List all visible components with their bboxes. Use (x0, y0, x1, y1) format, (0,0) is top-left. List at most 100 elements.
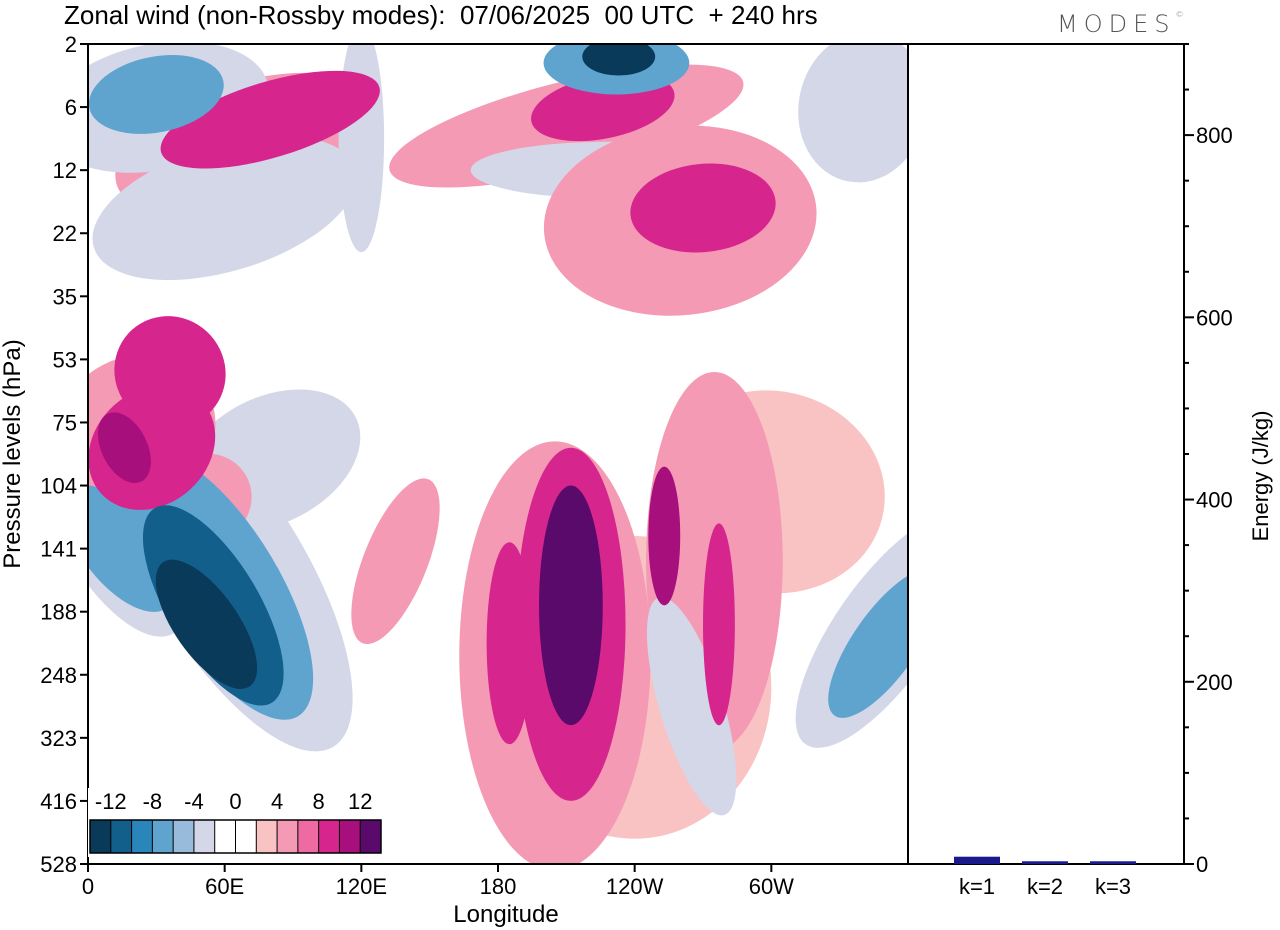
colorbar-swatch (277, 820, 299, 853)
heatmap-cell (88, 55, 224, 134)
colorbar: -12 -8 -4 0 4 8 12 (88, 788, 383, 857)
heatmap-cell (543, 44, 690, 95)
colorbar-swatch (214, 820, 236, 853)
heatmap-cell (88, 485, 176, 612)
energy-category-label: k=3 (1095, 874, 1131, 899)
colorbar-swatch (110, 820, 132, 853)
heatmap-cell (630, 163, 776, 253)
y-tick-label: 104 (40, 474, 77, 499)
heatmap-cell (171, 259, 370, 864)
colorbar-label: 4 (271, 789, 283, 814)
energy-category-label: k=1 (959, 874, 995, 899)
y-tick-label: 2 (65, 32, 77, 57)
x-tick-label: 60W (749, 874, 794, 899)
colorbar-swatch (131, 820, 153, 853)
energy-bar (1090, 861, 1136, 864)
heatmap-cell (531, 73, 675, 142)
colorbar-swatch (193, 820, 216, 853)
heatmap-cell (703, 523, 735, 726)
heatmap-cell (351, 478, 440, 645)
heatmap-cell (582, 44, 656, 76)
colorbar-swatch (152, 820, 174, 853)
energy-bar-chart: 0 200 400 600 800 Energy (J/kg) k=1 k=2 k=3 (907, 43, 1273, 899)
heatmap-cell (646, 597, 737, 816)
heatmap-cell (557, 523, 594, 675)
colorbar-label: 8 (313, 789, 325, 814)
colorbar-swatch (235, 820, 257, 853)
colorbar-label: 12 (348, 789, 372, 814)
heatmap-cell (798, 44, 908, 183)
heatmap-cell (88, 354, 216, 516)
y-tick-label: 248 (40, 663, 77, 688)
x-tick-label: 120W (606, 874, 664, 899)
heatmap-cell (142, 505, 284, 706)
heatmap-cell (389, 64, 744, 188)
colorbar-label: -8 (143, 789, 163, 814)
energy-bar (954, 856, 1000, 864)
colorbar-label: 0 (229, 789, 241, 814)
heatmap-frame (87, 43, 909, 865)
y-tick-label: 528 (40, 852, 77, 877)
colorbar-label: -4 (184, 789, 204, 814)
y-tick-label: 188 (40, 600, 77, 625)
y-tick-label: 141 (40, 537, 77, 562)
copyright-mark: © (1175, 10, 1184, 19)
x-tick-label: 180 (480, 874, 517, 899)
colorbar-swatch (318, 820, 340, 853)
heatmap-cell (180, 389, 361, 532)
heatmap-cell (92, 135, 357, 281)
y-tick-label: 53 (53, 347, 77, 372)
y-tick-label: 323 (40, 726, 77, 751)
heatmap-cell (88, 435, 188, 637)
y-tick-label: 22 (53, 221, 77, 246)
heatmap-cell (88, 44, 269, 173)
energy-category-label: k=2 (1027, 874, 1063, 899)
energy-tick-label: 200 (1196, 670, 1233, 695)
colorbar-swatch (173, 820, 195, 853)
heatmap-cell (115, 72, 380, 217)
heatmap-cell (470, 141, 744, 199)
heatmap-cell (161, 453, 252, 543)
heatmap-cell (237, 669, 531, 864)
heatmap-cell (88, 385, 216, 510)
colorbar-label: -12 (95, 789, 127, 814)
heatmap-cell (646, 372, 783, 751)
colorbar-swatch (90, 820, 112, 853)
heatmap-cell (648, 466, 681, 606)
y-tick-label: 35 (53, 284, 77, 309)
energy-tick-label: 0 (1196, 852, 1208, 877)
heatmap-cell (486, 542, 533, 745)
y-tick-label: 416 (40, 789, 77, 814)
heatmap-cell (105, 396, 353, 752)
chart-title: Zonal wind (non-Rossby modes): 07/06/202… (64, 0, 818, 30)
energy-tick-label: 400 (1196, 488, 1233, 513)
y-tick-label: 6 (65, 95, 77, 120)
energy-tick-label: 800 (1196, 123, 1233, 148)
heatmap-cell (459, 441, 651, 864)
heatmap-cell (828, 568, 908, 718)
x-tick-label: 0 (82, 874, 94, 899)
heatmap-cell (97, 412, 151, 484)
energy-frame (907, 43, 1185, 865)
energy-axis-label: Energy (J/kg) (1248, 411, 1273, 542)
heatmap-background (88, 44, 908, 864)
heatmap-cell (160, 70, 380, 169)
colorbar-swatch (339, 820, 361, 853)
colorbar-swatch (256, 820, 278, 853)
heatmap-cell (539, 485, 603, 726)
y-tick-label: 75 (53, 410, 77, 435)
heatmap-cell (338, 44, 385, 253)
heatmap-cell (543, 125, 817, 316)
heatmap-cell (657, 390, 885, 594)
y-axis-label: Pressure levels (hPa) (0, 339, 26, 568)
heatmap-cell (127, 453, 314, 720)
modes-logo: MODES© (1057, 10, 1183, 38)
energy-bar (1022, 861, 1068, 864)
heatmap-cell (498, 536, 772, 839)
energy-tick-label: 600 (1196, 305, 1233, 330)
colorbar-frame (89, 819, 382, 854)
brand-text: MODES (1057, 10, 1176, 38)
heatmap-cell (155, 559, 258, 689)
